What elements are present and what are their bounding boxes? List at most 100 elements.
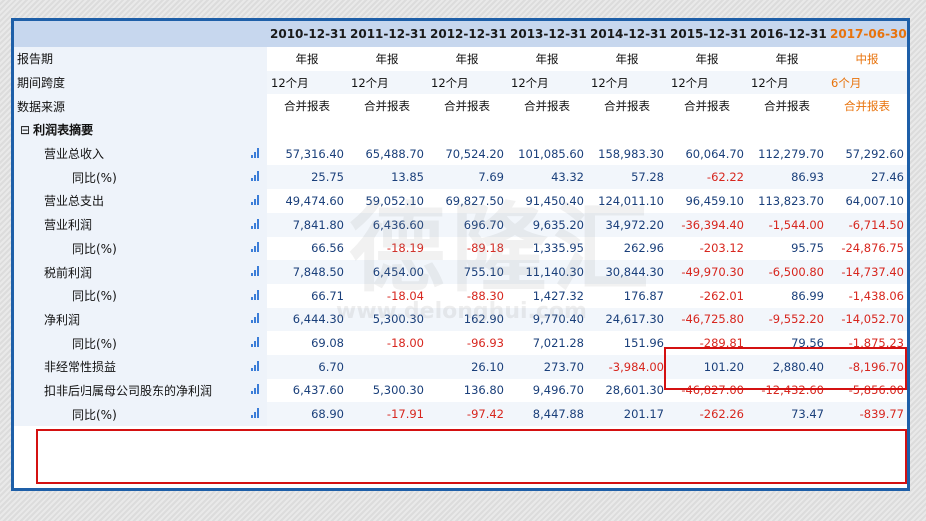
section-blank-cell <box>747 118 827 142</box>
value-cell: 162.90 <box>427 307 507 332</box>
highlight-deducted-profit-box <box>36 429 907 484</box>
value-cell: -36,394.40 <box>667 212 747 237</box>
row-label: 扣非后归属母公司股东的净利润 <box>14 378 237 403</box>
value-cell: 96,459.10 <box>667 189 747 213</box>
table-row: 同比(%) 25.75 13.85 7.69 43.32 57.28 -62.22 86.93… <box>14 165 907 190</box>
bar-chart-icon[interactable] <box>237 212 267 237</box>
row-label: 报告期 <box>14 47 267 71</box>
meta-cell: 年报 <box>695 51 719 66</box>
column-header-date[interactable]: 2017-06-30 <box>827 21 907 47</box>
value-cell: 43.32 <box>507 165 587 190</box>
section-header[interactable]: ⊟ 利润表摘要 <box>14 118 267 142</box>
value-cell: -96.93 <box>427 331 507 355</box>
bar-chart-icon[interactable] <box>237 165 267 190</box>
column-header-date[interactable]: 2010-12-31 <box>267 21 347 47</box>
row-label: 净利润 <box>14 307 237 332</box>
value-cell: 7,848.50 <box>267 260 347 284</box>
section-blank-cell <box>827 118 907 142</box>
value-cell: 69.08 <box>267 331 347 355</box>
section-title: 利润表摘要 <box>33 123 94 138</box>
value-cell: 66.71 <box>267 283 347 308</box>
meta-cell: 合并报表 <box>604 99 650 114</box>
column-header-date[interactable]: 2014-12-31 <box>587 21 667 47</box>
row-label: 同比(%) <box>14 283 237 308</box>
bar-chart-icon[interactable] <box>237 331 267 355</box>
bar-chart-icon[interactable] <box>237 236 267 261</box>
row-label: 同比(%) <box>14 165 237 190</box>
value-cell: -1,438.06 <box>827 283 907 308</box>
table-row: 扣非后归属母公司股东的净利润 6,437.60 5,300.30 136.80 9,49… <box>14 378 907 403</box>
value-cell: 2,880.40 <box>747 354 827 379</box>
value-cell: -203.12 <box>667 236 747 261</box>
table-row: 营业利润 7,841.80 6,436.60 696.70 9,635.20 34,972… <box>14 212 907 237</box>
value-cell: -9,552.20 <box>747 307 827 332</box>
value-cell: 57,316.40 <box>267 141 347 166</box>
bar-chart-icon[interactable] <box>237 283 267 308</box>
column-header-date[interactable]: 2011-12-31 <box>347 21 427 47</box>
value-cell: -5,856.00 <box>827 378 907 403</box>
value-cell: 27.46 <box>827 165 907 190</box>
value-cell: 60,064.70 <box>667 141 747 166</box>
value-cell: 7,841.80 <box>267 212 347 237</box>
meta-cell: 12个月 <box>667 70 747 95</box>
section-header-row[interactable]: ⊟ 利润表摘要 <box>14 118 907 142</box>
table-row: 税前利润 7,848.50 6,454.00 755.10 11,140.30 30,84… <box>14 260 907 284</box>
bar-chart-icon[interactable] <box>237 354 267 379</box>
bar-chart-icon[interactable] <box>237 378 267 403</box>
meta-cell: 年报 <box>455 51 479 66</box>
section-blank-cell <box>587 118 667 142</box>
value-cell: 25.75 <box>267 165 347 190</box>
column-header-date[interactable]: 2015-12-31 <box>667 21 747 47</box>
value-cell: -18.00 <box>347 331 427 355</box>
value-cell: 86.99 <box>747 283 827 308</box>
value-cell: 1,427.32 <box>507 283 587 308</box>
collapse-icon[interactable]: ⊟ <box>20 123 31 138</box>
value-cell: -8,196.70 <box>827 354 907 379</box>
meta-cell: 12个月 <box>267 70 347 95</box>
value-cell: 5,300.30 <box>347 307 427 332</box>
bar-chart-icon[interactable] <box>237 260 267 284</box>
value-cell: 7.69 <box>427 165 507 190</box>
meta-cell: 年报 <box>615 51 639 66</box>
meta-row: 报告期 年报 年报 年报 年报 年报 年报 年报 中报 <box>14 47 907 71</box>
meta-cell: 12个月 <box>587 70 667 95</box>
table-row: 营业总支出 49,474.60 59,052.10 69,827.50 91,450.4… <box>14 189 907 213</box>
row-label: 同比(%) <box>14 331 237 355</box>
row-label: 同比(%) <box>14 236 237 261</box>
column-header-date[interactable]: 2012-12-31 <box>427 21 507 47</box>
bar-chart-icon[interactable] <box>237 307 267 332</box>
bar-chart-icon[interactable] <box>237 189 267 213</box>
meta-cell: 12个月 <box>427 70 507 95</box>
meta-cell: 合并报表 <box>844 99 890 114</box>
column-header-date[interactable]: 2016-12-31 <box>747 21 827 47</box>
value-cell: -262.26 <box>667 402 747 426</box>
value-cell: -17.91 <box>347 402 427 426</box>
date-header-row: 2010-12-31 2011-12-31 2012-12-31 2013-12-31… <box>14 21 907 47</box>
value-cell: 28,601.30 <box>587 378 667 403</box>
meta-cell: 合并报表 <box>364 99 410 114</box>
meta-cell: 12个月 <box>347 70 427 95</box>
bar-chart-icon[interactable] <box>237 141 267 166</box>
row-label: 营业总支出 <box>14 189 237 213</box>
value-cell: -49,970.30 <box>667 260 747 284</box>
section-blank-cell <box>427 118 507 142</box>
bar-chart-icon[interactable] <box>237 402 267 426</box>
value-cell: 101,085.60 <box>507 141 587 166</box>
meta-cell: 合并报表 <box>684 99 730 114</box>
meta-cell: 年报 <box>775 51 799 66</box>
header-corner <box>14 21 267 47</box>
value-cell: -18.19 <box>347 236 427 261</box>
income-statement-table: 2010-12-31 2011-12-31 2012-12-31 2013-12-31… <box>14 21 907 426</box>
section-blank-cell <box>507 118 587 142</box>
value-cell: -6,714.50 <box>827 212 907 237</box>
meta-row: 数据来源 合并报表 合并报表 合并报表 合并报表 合并报表 合并报表 合并报表 合并报表 <box>14 94 907 119</box>
value-cell: 262.96 <box>587 236 667 261</box>
value-cell: 9,496.70 <box>507 378 587 403</box>
column-header-date[interactable]: 2013-12-31 <box>507 21 587 47</box>
row-label: 税前利润 <box>14 260 237 284</box>
value-cell: 273.70 <box>507 354 587 379</box>
table-row: 同比(%) 68.90 -17.91 -97.42 8,447.88 201.17 -262… <box>14 402 907 426</box>
meta-cell: 中报 <box>855 51 879 66</box>
value-cell: -97.42 <box>427 402 507 426</box>
table-row: 营业总收入 57,316.40 65,488.70 70,524.20 101,085.… <box>14 141 907 166</box>
